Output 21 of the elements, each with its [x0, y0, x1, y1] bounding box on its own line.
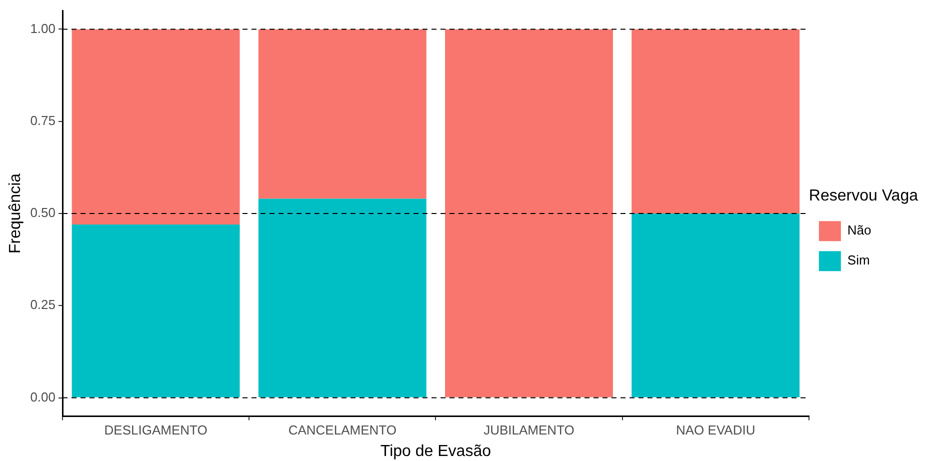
y-tick-label: 0.50 — [30, 205, 56, 220]
legend-label: Não — [847, 222, 872, 238]
bar — [72, 29, 240, 225]
legend-label: Sim — [847, 252, 870, 268]
bar — [258, 198, 426, 398]
bar — [72, 224, 240, 398]
bar — [632, 214, 800, 398]
legend-title: Reservou Vaga — [808, 187, 918, 204]
y-tick-label: 0.25 — [30, 297, 56, 312]
y-tick-label: 0.75 — [30, 112, 56, 128]
x-tick-label: DESLIGAMENTO — [104, 422, 208, 438]
y-tick-label: 0.00 — [30, 389, 56, 404]
x-axis-title: Tipo de Evasão — [380, 442, 492, 460]
bar — [258, 29, 426, 199]
bar — [445, 29, 613, 398]
x-tick-label: CANCELAMENTO — [288, 422, 396, 438]
x-tick-label: NAO EVADIU — [676, 422, 756, 438]
x-tick-label: JUBILAMENTO — [484, 422, 574, 438]
bar — [632, 29, 800, 214]
y-tick-label: 1.00 — [30, 20, 56, 36]
y-axis-title: Frequência — [7, 173, 24, 254]
